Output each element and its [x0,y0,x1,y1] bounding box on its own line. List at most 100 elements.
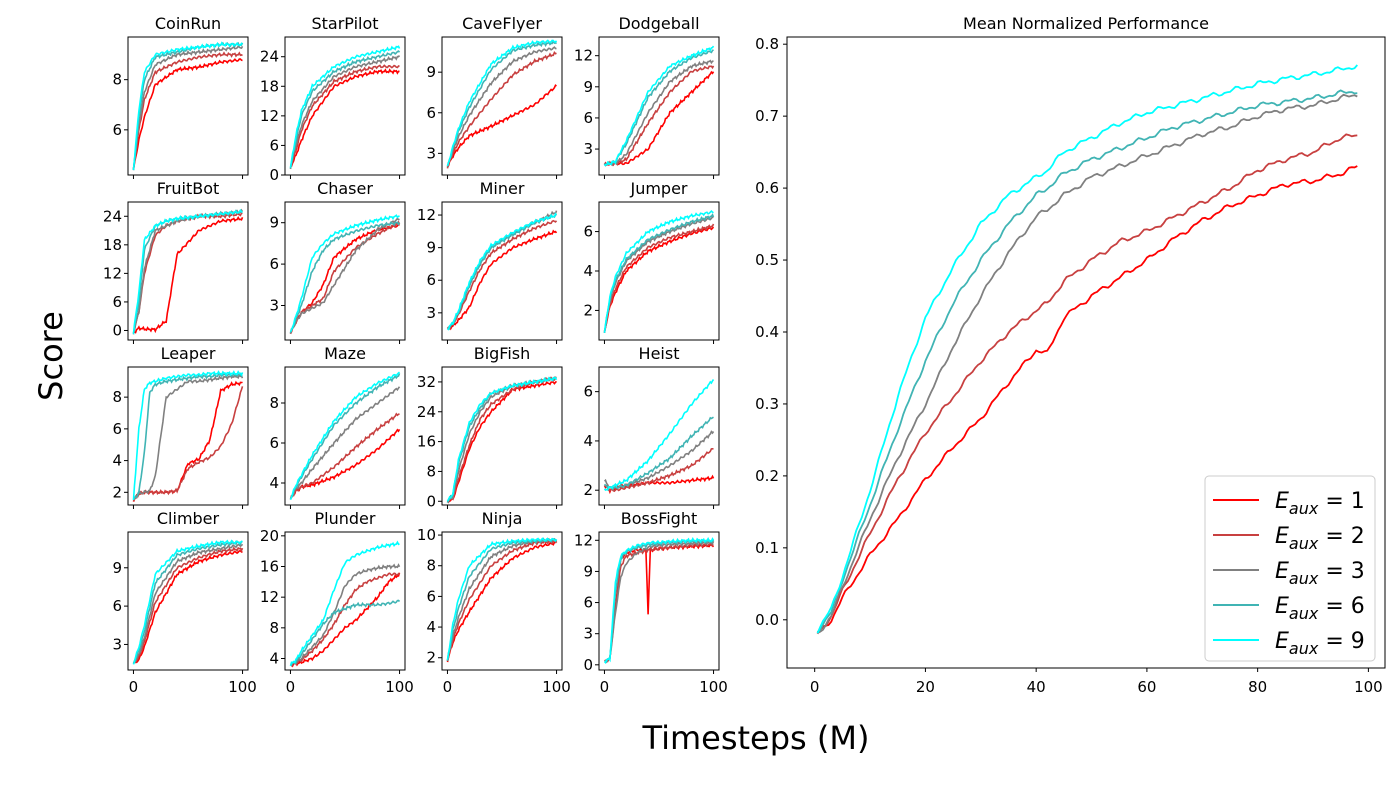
y-tick-label: 6 [583,223,593,241]
y-tick-label: 20 [260,527,279,545]
y-tick-label: 0 [426,492,436,510]
panel-title: BossFight [621,509,698,528]
panel-miner: Miner 3 6 9 12 [417,179,563,344]
panel-frame [284,201,406,341]
y-tick-label: 12 [417,206,436,224]
panel-title: StarPilot [311,14,378,33]
main-y-tick-label: 0.1 [755,539,779,557]
panel-frame [284,531,406,671]
y-tick-label: 0 [583,656,593,674]
y-tick-label: 24 [417,403,436,421]
series-line-1 [603,70,715,167]
series-line-4 [133,539,243,664]
legend-box [1204,475,1376,662]
legend-label-3: Eaux = 3 [1275,559,1365,588]
y-tick-label: 8 [112,388,122,406]
main-panel-frame [786,36,1386,669]
series-line-1 [290,572,401,668]
legend: Eaux = 1 Eaux = 2 Eaux = 3 Eaux = 6 Eaux = 9 [1204,475,1376,662]
series-line-2 [446,538,558,662]
panel-bossfight: BossFight 0 3 6 9 12 0 100 [574,509,728,696]
series-line-4 [603,213,715,333]
legend-label-1: Eaux = 1 [1275,489,1365,518]
panel-frame [284,366,406,506]
panel-heist: Heist 2 4 6 [583,344,720,509]
series-line-5 [289,540,400,667]
x-tick-label: 100 [228,678,257,696]
panel-frame [598,366,720,506]
series-line-5 [132,539,243,665]
main-y-tick-label: 0.8 [755,35,779,53]
series-line-2 [603,65,715,167]
y-tick-label: 6 [269,434,279,452]
y-tick-label: 9 [112,559,122,577]
series-line-5 [446,537,558,661]
y-tick-label: 9 [426,239,436,257]
y-tick-label: 6 [583,594,593,612]
panel-bigfish: BigFish 0 8 16 24 32 [417,344,563,510]
series-line-5 [446,376,558,502]
y-tick-label: 3 [583,140,593,158]
series-line-2 [603,223,715,333]
x-tick-label: 100 [699,678,728,696]
y-tick-label: 2 [583,481,593,499]
panel-starpilot: StarPilot 0 6 12 18 24 [260,14,406,184]
shared-x-label: Timesteps (M) [642,719,870,757]
y-tick-label: 6 [112,597,122,615]
main-series-line-1 [816,165,1358,635]
series-line-1 [446,541,557,663]
panel-title: CaveFlyer [462,14,542,33]
y-tick-label: 12 [574,531,593,549]
series-line-3 [132,373,244,501]
panel-frame [441,36,563,176]
y-tick-label: 6 [583,109,593,127]
panel-plunder: Plunder 4 8 12 16 20 0 100 [260,509,414,696]
main-panel-title: Mean Normalized Performance [963,14,1209,33]
y-tick-label: 16 [417,433,436,451]
series-line-4 [447,213,557,331]
series-line-5 [132,41,243,171]
panel-dodgeball: Dodgeball 3 6 9 12 [574,14,720,179]
panel-title: CoinRun [155,14,221,33]
series-line-1 [132,380,243,502]
panel-jumper: Jumper 2 4 6 [583,179,720,344]
main-y-tick-label: 0.2 [755,467,779,485]
series-line-3 [133,543,244,664]
series-line-4 [289,373,401,500]
legend-label-5: Eaux = 9 [1275,629,1365,658]
panel-frame [598,531,720,671]
shared-y-label: Score [32,311,70,401]
main-y-tick-label: 0.0 [755,611,779,629]
legend-label-2: Eaux = 2 [1275,524,1365,553]
main-series-line-2 [816,133,1358,634]
y-tick-label: 0 [112,321,122,339]
main-y-tick-label: 0.3 [755,395,779,413]
panel-title: BigFish [474,344,531,363]
x-tick-label: 100 [542,678,571,696]
y-tick-label: 12 [260,588,279,606]
main-y-tick-label: 0.5 [755,251,779,269]
y-tick-label: 3 [426,144,436,162]
y-tick-label: 6 [112,293,122,311]
y-tick-label: 9 [426,63,436,81]
y-tick-label: 12 [260,107,279,125]
main-x-tick-label: 100 [1354,678,1383,696]
series-line-1 [132,58,243,171]
series-line-5 [603,537,715,665]
main-series-line-4 [816,89,1358,633]
panel-title: Plunder [315,509,376,528]
series-line-4 [132,372,243,500]
y-tick-label: 2 [426,649,436,667]
panel-title: Ninja [482,509,523,528]
y-tick-label: 8 [426,557,436,575]
panel-climber: Climber 3 6 9 0 100 [112,509,256,696]
series-line-5 [289,214,400,333]
series-line-5 [447,212,558,331]
y-tick-label: 4 [426,618,436,636]
series-line-5 [132,370,244,500]
series-line-2 [289,220,401,334]
panel-title: Miner [480,179,525,198]
series-line-5 [603,379,715,491]
y-tick-label: 9 [583,78,593,96]
